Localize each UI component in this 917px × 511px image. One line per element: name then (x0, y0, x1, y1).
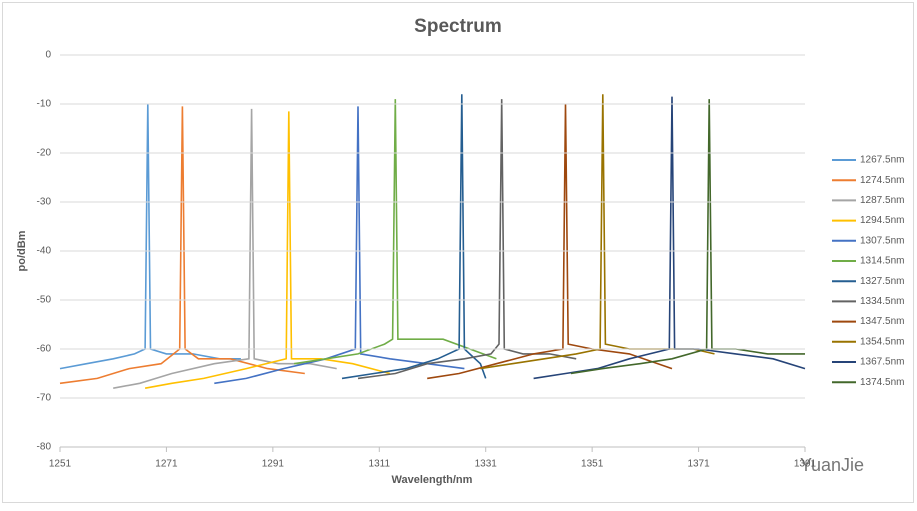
legend-label: 1367.5nm (860, 357, 904, 368)
x-tick-label: 1311 (369, 459, 391, 470)
legend-label: 1267.5nm (860, 155, 904, 166)
y-tick-label: -40 (37, 246, 52, 257)
x-tick-label: 1271 (155, 459, 178, 470)
legend-label: 1334.5nm (860, 296, 904, 307)
x-tick-label: 1371 (687, 459, 710, 470)
series-line (214, 106, 465, 385)
chart-title: Spectrum (414, 16, 502, 37)
legend-label: 1354.5nm (860, 336, 904, 347)
legend-label: 1327.5nm (860, 276, 904, 287)
x-tick-label: 1351 (581, 459, 604, 470)
x-axis-title: Wavelength/nm (392, 474, 473, 486)
y-tick-label: -60 (37, 344, 52, 355)
legend-label: 1287.5nm (860, 195, 904, 206)
y-axis-title: po/dBm (16, 230, 28, 271)
x-tick-label: 1331 (475, 459, 498, 470)
legend-label: 1294.5nm (860, 215, 904, 226)
y-tick-label: 0 (45, 50, 51, 61)
x-tick-label: 1291 (262, 459, 285, 470)
legend-label: 1374.5nm (860, 377, 904, 388)
series-line (533, 96, 806, 380)
y-tick-label: -70 (37, 393, 52, 404)
legend-label: 1274.5nm (860, 175, 904, 186)
y-tick-label: -10 (37, 99, 52, 110)
chart-border (2, 2, 914, 503)
y-tick-label: -20 (37, 148, 52, 159)
series-line (427, 103, 673, 380)
y-tick-label: -80 (37, 442, 52, 453)
series-line (144, 111, 391, 389)
x-tick-label: 1391 (794, 459, 817, 470)
legend-label: 1307.5nm (860, 235, 904, 246)
series-line (570, 99, 805, 375)
x-tick-label: 1251 (49, 459, 72, 470)
series-line (293, 99, 497, 365)
series-line (59, 106, 305, 385)
y-tick-label: -50 (37, 295, 52, 306)
legend-label: 1347.5nm (860, 316, 904, 327)
legend-label: 1314.5nm (860, 256, 904, 267)
y-tick-label: -30 (37, 197, 52, 208)
watermark: YuanJie (800, 455, 864, 475)
